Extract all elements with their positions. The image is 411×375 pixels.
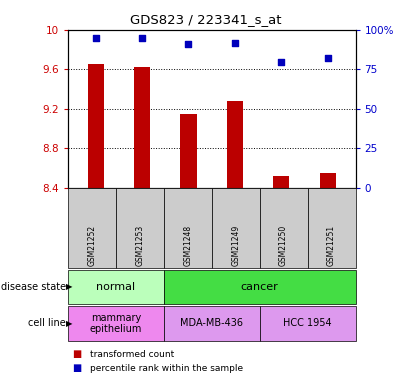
Point bbox=[92, 35, 99, 41]
Text: HCC 1954: HCC 1954 bbox=[283, 318, 332, 328]
Bar bbox=[180, 114, 196, 188]
Text: GSM21249: GSM21249 bbox=[231, 225, 240, 266]
Text: MDA-MB-436: MDA-MB-436 bbox=[180, 318, 243, 328]
Text: ■: ■ bbox=[72, 350, 81, 359]
Point bbox=[231, 40, 238, 46]
Text: disease state: disease state bbox=[1, 282, 66, 292]
Text: mammary
epithelium: mammary epithelium bbox=[90, 313, 142, 334]
Text: cancer: cancer bbox=[241, 282, 279, 292]
Point bbox=[278, 58, 284, 64]
Text: GSM21252: GSM21252 bbox=[87, 225, 96, 266]
Text: percentile rank within the sample: percentile rank within the sample bbox=[90, 364, 244, 373]
Text: transformed count: transformed count bbox=[90, 350, 175, 359]
Point bbox=[139, 35, 145, 41]
Bar bbox=[134, 68, 150, 188]
Text: ▶: ▶ bbox=[66, 282, 72, 291]
Text: ▶: ▶ bbox=[66, 319, 72, 328]
Bar bbox=[88, 64, 104, 188]
Point bbox=[324, 56, 331, 62]
Text: cell line: cell line bbox=[28, 318, 66, 328]
Point bbox=[185, 41, 192, 47]
Bar bbox=[273, 176, 289, 188]
Bar bbox=[227, 101, 243, 188]
Text: normal: normal bbox=[96, 282, 135, 292]
Text: GSM21250: GSM21250 bbox=[279, 225, 288, 266]
Text: GDS823 / 223341_s_at: GDS823 / 223341_s_at bbox=[130, 13, 281, 26]
Text: ■: ■ bbox=[72, 363, 81, 373]
Bar bbox=[320, 173, 336, 188]
Text: GSM21248: GSM21248 bbox=[183, 225, 192, 266]
Text: GSM21253: GSM21253 bbox=[135, 225, 144, 266]
Text: GSM21251: GSM21251 bbox=[327, 225, 336, 266]
